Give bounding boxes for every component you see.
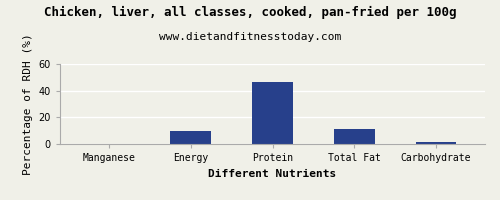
Bar [334, 129, 374, 144]
Text: Chicken, liver, all classes, cooked, pan-fried per 100g: Chicken, liver, all classes, cooked, pan… [44, 6, 456, 19]
Text: www.dietandfitnesstoday.com: www.dietandfitnesstoday.com [159, 32, 341, 42]
Bar [170, 131, 211, 144]
X-axis label: Different Nutrients: Different Nutrients [208, 169, 336, 179]
Bar [416, 142, 457, 144]
Y-axis label: Percentage of RDH (%): Percentage of RDH (%) [23, 33, 33, 175]
Bar [252, 82, 293, 144]
